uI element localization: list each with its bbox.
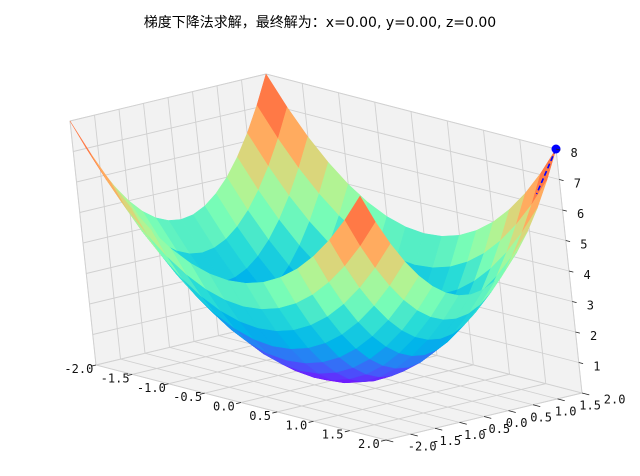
- y-tick-label: 0.0: [506, 416, 528, 430]
- grid-line-y-floor: [169, 346, 460, 423]
- z-tick-mark: [572, 301, 577, 304]
- z-tick-label: 3: [587, 298, 594, 312]
- grid-line-y-floor: [144, 352, 436, 429]
- chart-title: 梯度下降法求解，最终解为：x=0.00, y=0.00, z=0.00: [144, 15, 496, 31]
- y-tick-label: -0.5: [481, 422, 510, 436]
- z-tick-label: 1: [593, 359, 600, 373]
- y-tick-label: -2.0: [408, 440, 437, 454]
- z-tick-label: 5: [580, 237, 587, 251]
- y-tick-mark: [434, 427, 443, 431]
- z-tick-label: 6: [577, 207, 584, 221]
- z-tick-mark: [562, 209, 567, 212]
- descent-path-line: [535, 148, 557, 195]
- x-tick-label: 0.0: [213, 400, 235, 414]
- x-tick-mark: [236, 402, 242, 405]
- z-tick-label: 2: [590, 329, 597, 343]
- y-tick-label: -1.0: [457, 428, 486, 442]
- y-tick-mark: [483, 416, 492, 419]
- y-tick-label: 2.0: [604, 393, 626, 407]
- x-tick-label: -0.5: [173, 390, 202, 404]
- x-tick-mark: [163, 383, 169, 386]
- grid-line-y-floor: [120, 358, 411, 435]
- y-tick-mark: [508, 410, 516, 413]
- y-tick-mark: [532, 404, 541, 408]
- z-tick-label: 8: [571, 146, 578, 160]
- y-tick-mark: [581, 392, 590, 396]
- z-tick-label: 7: [574, 176, 581, 190]
- z-tick-mark: [565, 240, 571, 243]
- y-tick-mark: [557, 398, 565, 402]
- x-tick-mark: [344, 430, 350, 433]
- x-tick-label: -1.5: [101, 371, 130, 385]
- surface-plot: [69, 73, 557, 384]
- x-tick-mark: [308, 420, 314, 423]
- y-tick-mark: [385, 439, 394, 443]
- y-tick-label: 1.5: [579, 399, 601, 413]
- surface-facet: [344, 195, 376, 247]
- x-tick-mark: [91, 364, 97, 367]
- y-tick-label: 0.5: [530, 410, 552, 424]
- watermark-text: https://blog.csdn.net/zhanglianhai555: [430, 455, 628, 469]
- z-tick-label: 4: [584, 268, 591, 282]
- y-tick-mark: [410, 433, 418, 437]
- y-tick-mark: [459, 421, 467, 425]
- z-tick-mark: [575, 331, 580, 334]
- z-tick-mark: [568, 270, 574, 273]
- x-tick-label: -2.0: [64, 362, 93, 376]
- axis-ticks: -2.0-1.5-1.0-0.50.00.51.01.52.0 -2.0-1.5-…: [64, 146, 625, 454]
- z-tick-mark: [559, 179, 564, 182]
- z-tick-mark: [555, 148, 561, 151]
- y-tick-label: 1.0: [555, 404, 577, 418]
- x-tick-label: 1.5: [322, 428, 344, 442]
- x-tick-mark: [199, 392, 205, 395]
- x-tick-label: 0.5: [249, 409, 271, 423]
- x-tick-mark: [381, 439, 387, 442]
- y-tick-label: -1.5: [432, 434, 461, 448]
- x-tick-label: -1.0: [137, 381, 166, 395]
- x-tick-mark: [127, 373, 133, 376]
- z-tick-mark: [578, 362, 584, 365]
- x-tick-label: 2.0: [358, 437, 380, 451]
- x-tick-mark: [272, 411, 278, 414]
- x-tick-label: 1.0: [286, 418, 308, 432]
